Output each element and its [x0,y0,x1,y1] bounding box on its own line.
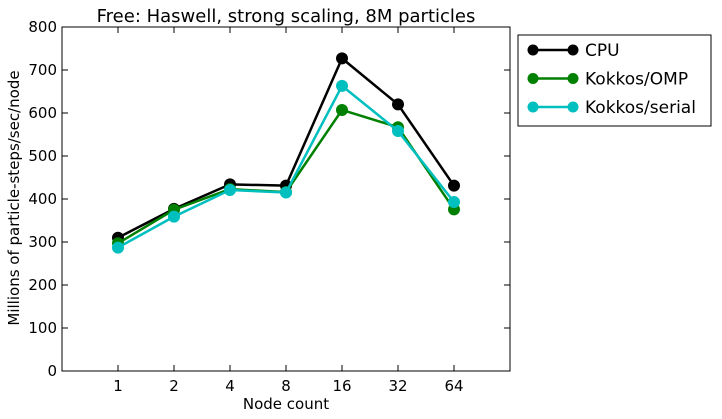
x-tick-label: 32 [388,377,407,395]
y-tick-label: 600 [28,104,57,122]
x-axis-label: Node count [243,395,329,413]
legend-marker-cpu [567,44,579,56]
y-tick-label: 500 [28,147,57,165]
data-point-kokkos-serial [280,186,292,199]
legend-marker-kokkos-serial [527,101,539,113]
data-point-kokkos-omp [336,103,348,116]
y-tick-label: 100 [28,319,57,337]
data-point-kokkos-serial [392,125,404,138]
legend-marker-kokkos-omp [567,73,579,84]
y-tick-label: 0 [47,362,57,380]
y-tick-label: 300 [28,233,57,251]
data-point-kokkos-serial [336,79,348,92]
y-tick-label: 200 [28,276,57,294]
plot-area: 0 100 200 300 400 500 600 700 800 1 2 4 8 16 32 64 [28,18,511,395]
legend-label-cpu: CPU [585,41,620,61]
x-tick-label: 2 [169,377,179,395]
x-tick-label: 16 [332,377,351,395]
chart-title: Free: Haswell, strong scaling, 8M partic… [97,6,476,27]
y-tick-label: 400 [28,190,57,208]
y-tick-label: 800 [28,18,57,36]
data-point-kokkos-serial [112,241,124,254]
y-axis-label: Millions of particle-steps/sec/node [5,70,23,325]
data-point-cpu [448,179,460,192]
data-point-kokkos-serial [224,183,236,196]
data-point-kokkos-serial [448,196,460,209]
data-point-cpu [336,52,348,65]
legend-marker-cpu [527,44,539,56]
x-tick-label: 1 [113,377,123,395]
legend-label-kokkos-omp: Kokkos/OMP [585,70,688,90]
legend-marker-kokkos-omp [527,73,539,84]
legend-label-kokkos-serial: Kokkos/serial [585,98,696,118]
data-point-kokkos-serial [168,210,180,223]
legend: CPU Kokkos/OMP Kokkos/serial [517,34,712,127]
legend-marker-kokkos-serial [567,101,579,113]
x-tick-label: 64 [444,377,463,395]
y-tick-label: 700 [28,61,57,79]
series-line-kokkos-serial [117,84,455,249]
plot-frame [61,26,511,372]
x-tick-label: 8 [281,377,291,395]
data-point-cpu [392,98,404,111]
x-tick-label: 4 [225,377,235,395]
